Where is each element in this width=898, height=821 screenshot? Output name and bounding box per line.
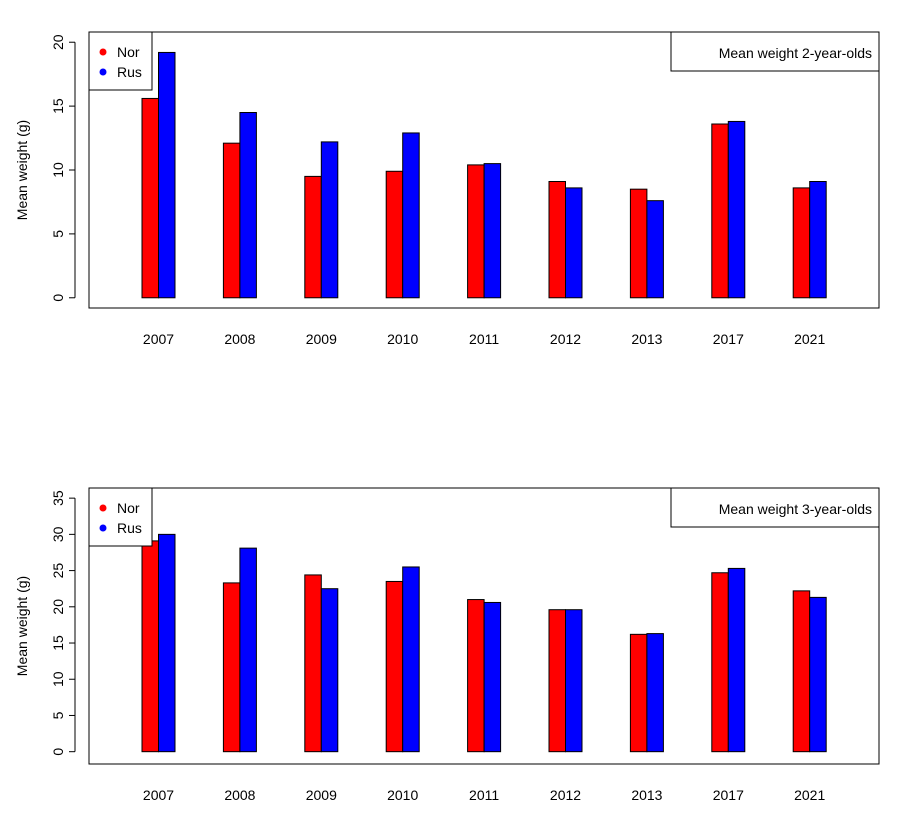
bar-nor-2008 (222, 142, 241, 299)
plot-frame (88, 487, 880, 765)
y-tick-label: 0 (50, 748, 66, 756)
bar-rus-2012 (565, 609, 583, 753)
bar-rus-2012 (565, 187, 583, 299)
bar-nor-2007 (141, 97, 159, 299)
y-tick-label: 5 (50, 230, 66, 238)
bar-nor-2007 (141, 540, 159, 753)
chart-3-year-olds: 0 5 10 15 20 25 30 35 Mean weight (g) 2007 2008 200… (14, 487, 880, 803)
x-tick-label: 2017 (713, 787, 744, 803)
x-tick-label: 2012 (550, 787, 581, 803)
x-tick-label: 2007 (143, 787, 174, 803)
bar-rus-2010 (402, 132, 420, 299)
x-tick-label: 2008 (224, 331, 255, 347)
bar-nor-2017 (711, 572, 729, 753)
y-axis-label: Mean weight (g) (14, 120, 30, 220)
bar-rus-2008 (239, 112, 257, 299)
bar-nor-2021 (792, 590, 811, 753)
y-tick-label: 0 (50, 294, 66, 302)
chart-2-year-olds: 0 5 10 15 20 Mean weight (g) 2007 2008 2009 2010 2… (14, 31, 880, 347)
bar-rus-2007 (158, 533, 176, 753)
legend-label-nor: Nor (117, 500, 140, 516)
bar-rus-2013 (646, 633, 664, 753)
bar-rus-2021 (809, 596, 827, 753)
x-tick-label: 2009 (306, 787, 337, 803)
x-tick-label: 2012 (550, 331, 581, 347)
bar-nor-2012 (548, 609, 566, 753)
bar-nor-2010 (385, 170, 404, 299)
bar-nor-2017 (711, 123, 729, 299)
y-tick-label: 25 (50, 563, 66, 579)
legend-marker-nor (99, 48, 107, 56)
x-tick-label: 2021 (794, 331, 825, 347)
x-tick-label: 2013 (631, 331, 662, 347)
y-tick-label: 15 (50, 635, 66, 651)
chart-panel-3-year-olds: 0 5 10 15 20 25 30 35 Mean weight (g) 2007 2008 200… (0, 455, 898, 821)
x-tick-label: 2008 (224, 787, 255, 803)
bar-nor-2011 (467, 599, 485, 753)
bar-rus-2009 (320, 588, 339, 753)
y-tick-label: 35 (50, 490, 66, 506)
bar-nor-2012 (548, 181, 566, 299)
y-tick-label: 5 (50, 711, 66, 719)
bar-rus-2008 (239, 547, 257, 753)
bar-rus-2010 (402, 566, 420, 753)
bar-rus-2021 (809, 181, 827, 299)
bar-nor-2013 (629, 188, 648, 299)
plot-frame (88, 31, 880, 309)
legend-marker-nor (99, 504, 107, 512)
y-tick-label: 20 (50, 34, 66, 50)
bar-nor-2009 (304, 574, 322, 753)
title-box (670, 31, 880, 72)
y-tick-label: 30 (50, 526, 66, 542)
bar-nor-2021 (792, 187, 811, 299)
x-tick-label: 2017 (713, 331, 744, 347)
bar-nor-2008 (222, 582, 241, 753)
bar-nor-2010 (385, 580, 404, 753)
bar-rus-2011 (483, 601, 502, 753)
y-tick-label: 10 (50, 671, 66, 687)
chart-title: Mean weight 2-year-olds (719, 45, 872, 61)
x-tick-label: 2013 (631, 787, 662, 803)
bar-rus-2017 (727, 567, 746, 753)
bar-nor-2013 (629, 633, 648, 753)
bar-rus-2013 (646, 200, 664, 299)
x-tick-label: 2021 (794, 787, 825, 803)
y-tick-label: 20 (50, 599, 66, 615)
bar-rus-2017 (727, 120, 746, 299)
chart-3-year-olds-group: 0 5 10 15 20 25 30 35 Mean weight (g) 2007 2008 200… (14, 487, 880, 803)
x-tick-label: 2011 (469, 787, 499, 803)
bar-rus-2011 (483, 163, 502, 299)
x-tick-label: 2010 (387, 331, 418, 347)
title-box (670, 487, 880, 528)
legend-label-rus: Rus (117, 64, 142, 80)
bar-rus-2007 (158, 51, 176, 299)
legend-label-rus: Rus (117, 520, 142, 536)
x-tick-label: 2011 (469, 331, 499, 347)
y-axis-label: Mean weight (g) (14, 576, 30, 676)
y-tick-label: 10 (50, 162, 66, 178)
legend-marker-rus (99, 68, 107, 76)
bar-rus-2009 (320, 141, 339, 299)
x-tick-label: 2009 (306, 331, 337, 347)
x-tick-label: 2010 (387, 787, 418, 803)
legend-box (88, 487, 153, 547)
y-tick-label: 15 (50, 98, 66, 114)
chart-title: Mean weight 3-year-olds (719, 501, 872, 517)
legend-box (88, 31, 153, 91)
chart-panel-2-year-olds: 0 5 10 15 20 Mean weight (g) 2007 2008 2009 2010 2… (0, 0, 898, 400)
legend-label-nor: Nor (117, 44, 140, 60)
bar-nor-2009 (304, 175, 322, 299)
bar-nor-2011 (467, 164, 485, 299)
x-tick-label: 2007 (143, 331, 174, 347)
legend-marker-rus (99, 524, 107, 532)
